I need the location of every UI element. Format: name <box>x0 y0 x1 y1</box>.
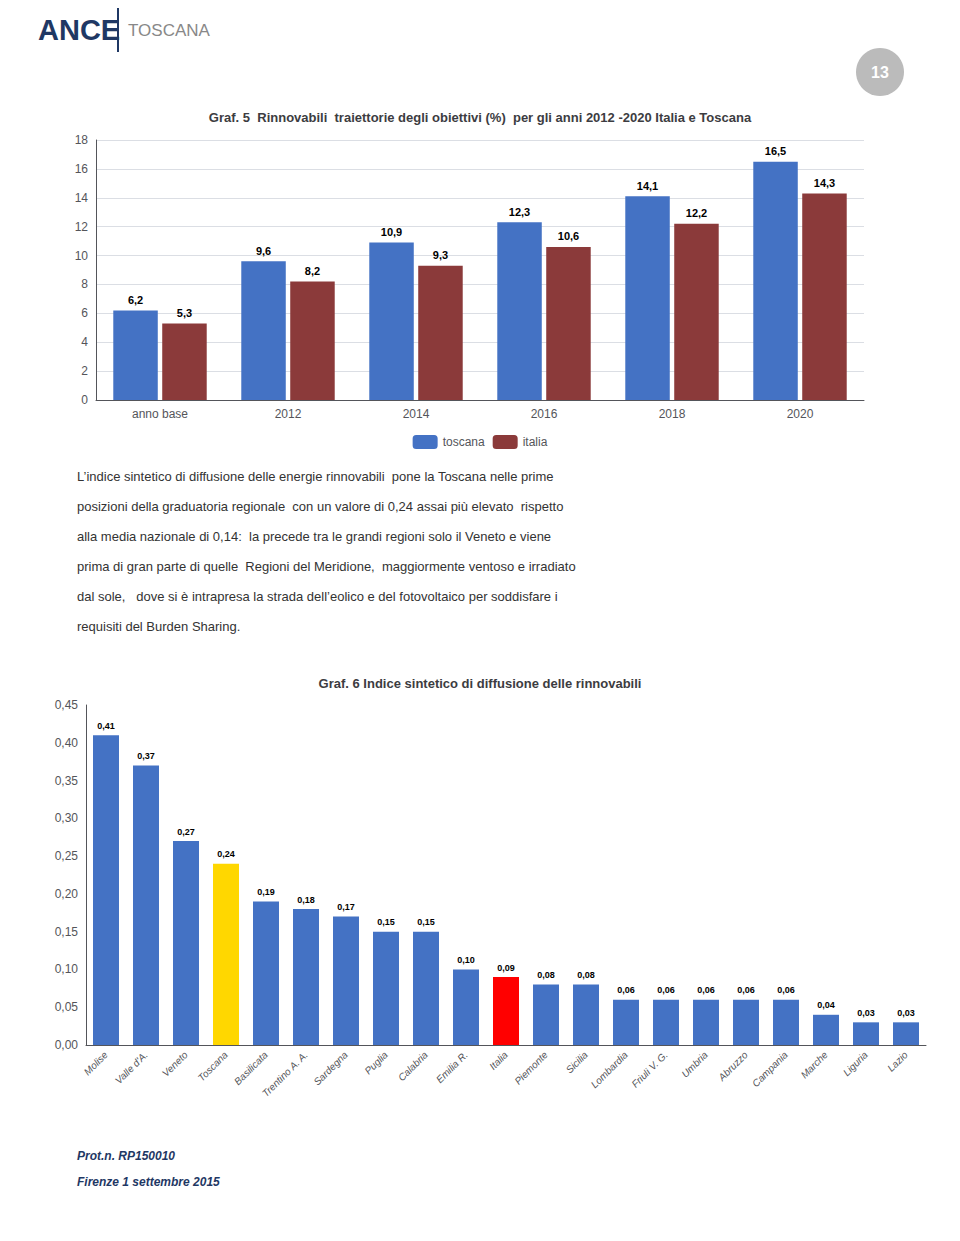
svg-text:6: 6 <box>81 306 88 320</box>
svg-text:0,41: 0,41 <box>97 721 115 731</box>
svg-text:anno base: anno base <box>132 407 188 421</box>
svg-text:Toscana: Toscana <box>196 1049 231 1084</box>
svg-text:Graf. 5 Rinnovabili traietto: Graf. 5 Rinnovabili traiettorie degli ob… <box>209 110 752 125</box>
svg-text:0,06: 0,06 <box>617 985 635 995</box>
svg-text:12,3: 12,3 <box>509 206 530 218</box>
svg-text:Piemonte: Piemonte <box>512 1049 550 1087</box>
svg-text:Italia: Italia <box>487 1049 510 1072</box>
svg-text:0,08: 0,08 <box>537 970 555 980</box>
svg-text:TOSCANA: TOSCANA <box>128 21 211 40</box>
svg-text:requisiti del Burden Sharing.: requisiti del Burden Sharing. <box>77 619 240 634</box>
svg-text:ANCE: ANCE <box>38 14 120 46</box>
svg-text:Firenze 1 settembre 2015: Firenze 1 settembre 2015 <box>77 1175 220 1189</box>
svg-text:Abruzzo: Abruzzo <box>715 1049 750 1084</box>
svg-text:alla media nazionale di 0,14:: alla media nazionale di 0,14: la precede… <box>77 529 551 544</box>
svg-text:Valle d'A.: Valle d'A. <box>113 1049 150 1086</box>
svg-text:0,20: 0,20 <box>55 887 79 901</box>
svg-text:0: 0 <box>81 393 88 407</box>
svg-text:0,17: 0,17 <box>337 902 355 912</box>
svg-text:0,06: 0,06 <box>777 985 795 995</box>
svg-text:Emilia R.: Emilia R. <box>434 1049 470 1085</box>
svg-text:Trentino A. A.: Trentino A. A. <box>260 1049 310 1099</box>
svg-text:14,3: 14,3 <box>814 177 835 189</box>
svg-text:2012: 2012 <box>275 407 302 421</box>
svg-text:9,3: 9,3 <box>433 249 448 261</box>
svg-text:Lazio: Lazio <box>885 1049 910 1074</box>
svg-text:2014: 2014 <box>403 407 430 421</box>
svg-text:toscana: toscana <box>443 435 485 449</box>
svg-text:0,09: 0,09 <box>497 963 515 973</box>
svg-text:0,03: 0,03 <box>857 1008 875 1018</box>
svg-text:0,03: 0,03 <box>897 1008 915 1018</box>
svg-text:prima di gran parte di quelle: prima di gran parte di quelle Regioni de… <box>77 559 576 574</box>
svg-text:0,15: 0,15 <box>417 917 435 927</box>
svg-text:2: 2 <box>81 364 88 378</box>
svg-text:Calabria: Calabria <box>396 1049 430 1083</box>
svg-text:10: 10 <box>75 249 89 263</box>
svg-text:0,08: 0,08 <box>577 970 595 980</box>
svg-text:12: 12 <box>75 220 89 234</box>
svg-text:0,05: 0,05 <box>55 1000 79 1014</box>
svg-text:Basilicata: Basilicata <box>232 1049 270 1087</box>
svg-text:2020: 2020 <box>787 407 814 421</box>
svg-text:Veneto: Veneto <box>160 1049 190 1079</box>
svg-text:10,9: 10,9 <box>381 226 402 238</box>
svg-text:0,04: 0,04 <box>817 1000 835 1010</box>
svg-text:0,24: 0,24 <box>217 849 235 859</box>
svg-text:Friuli V. G.: Friuli V. G. <box>629 1049 670 1090</box>
svg-text:8,2: 8,2 <box>305 265 320 277</box>
svg-text:Puglia: Puglia <box>362 1049 390 1077</box>
svg-text:0,18: 0,18 <box>297 895 315 905</box>
svg-text:5,3: 5,3 <box>177 307 192 319</box>
svg-text:18: 18 <box>75 133 89 147</box>
svg-text:Umbria: Umbria <box>679 1049 710 1080</box>
svg-text:0,10: 0,10 <box>55 962 79 976</box>
svg-text:0,37: 0,37 <box>137 751 155 761</box>
svg-text:16: 16 <box>75 162 89 176</box>
svg-text:2018: 2018 <box>659 407 686 421</box>
svg-text:0,06: 0,06 <box>657 985 675 995</box>
svg-text:13: 13 <box>871 64 889 81</box>
svg-text:Campania: Campania <box>750 1049 790 1089</box>
svg-text:4: 4 <box>81 335 88 349</box>
svg-text:dal sole, dove si è intrapre: dal sole, dove si è intrapresa la strada… <box>77 589 558 604</box>
svg-text:italia: italia <box>523 435 548 449</box>
svg-text:Lombardia: Lombardia <box>589 1049 630 1090</box>
svg-text:Molise: Molise <box>82 1049 110 1077</box>
svg-text:9,6: 9,6 <box>256 245 271 257</box>
svg-text:L’indice sintetico di diffusio: L’indice sintetico di diffusione delle e… <box>77 469 554 484</box>
svg-text:2016: 2016 <box>531 407 558 421</box>
svg-text:Liguria: Liguria <box>841 1049 870 1078</box>
svg-text:0,00: 0,00 <box>55 1038 79 1052</box>
svg-text:0,15: 0,15 <box>55 925 79 939</box>
svg-text:0,45: 0,45 <box>55 698 79 712</box>
svg-text:14: 14 <box>75 191 89 205</box>
svg-text:8: 8 <box>81 277 88 291</box>
svg-text:0,10: 0,10 <box>457 955 475 965</box>
svg-text:0,25: 0,25 <box>55 849 79 863</box>
svg-text:Sicilia: Sicilia <box>564 1049 591 1076</box>
svg-text:0,40: 0,40 <box>55 736 79 750</box>
svg-text:posizioni della graduatoria re: posizioni della graduatoria regionale co… <box>77 499 563 514</box>
svg-text:0,30: 0,30 <box>55 811 79 825</box>
svg-text:12,2: 12,2 <box>686 207 707 219</box>
svg-text:0,15: 0,15 <box>377 917 395 927</box>
svg-text:Prot.n. RP150010: Prot.n. RP150010 <box>77 1149 175 1163</box>
svg-text:Graf. 6 Indice sintetico di di: Graf. 6 Indice sintetico di diffusione d… <box>319 676 642 691</box>
svg-text:0,06: 0,06 <box>697 985 715 995</box>
svg-text:0,06: 0,06 <box>737 985 755 995</box>
svg-text:16,5: 16,5 <box>765 145 786 157</box>
svg-text:Sardegna: Sardegna <box>311 1049 350 1088</box>
svg-text:0,19: 0,19 <box>257 887 275 897</box>
svg-text:10,6: 10,6 <box>558 230 579 242</box>
svg-text:6,2: 6,2 <box>128 294 143 306</box>
svg-text:0,35: 0,35 <box>55 774 79 788</box>
svg-text:Marche: Marche <box>799 1049 831 1081</box>
svg-text:0,27: 0,27 <box>177 827 195 837</box>
svg-text:14,1: 14,1 <box>637 180 658 192</box>
